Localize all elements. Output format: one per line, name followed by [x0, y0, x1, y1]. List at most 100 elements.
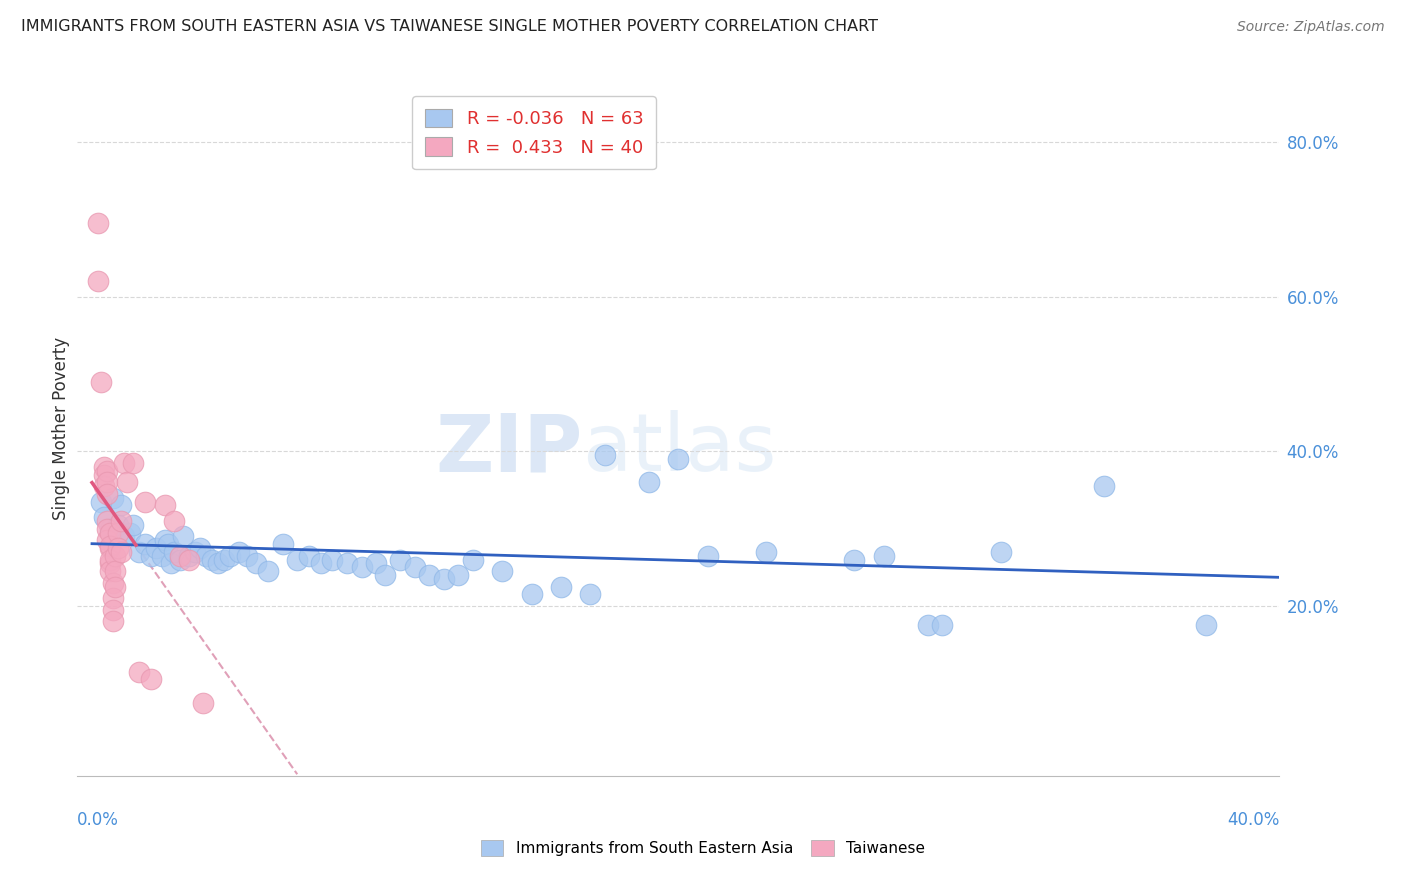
- Point: [134, 537, 156, 551]
- Point: [169, 549, 191, 563]
- Point: [163, 545, 186, 559]
- Point: [101, 591, 124, 606]
- Point: [447, 568, 470, 582]
- Point: [101, 575, 124, 590]
- Point: [112, 456, 135, 470]
- Point: [115, 475, 138, 490]
- Point: [285, 552, 308, 566]
- Point: [177, 552, 200, 566]
- Text: IMMIGRANTS FROM SOUTH EASTERN ASIA VS TAIWANESE SINGLE MOTHER POVERTY CORRELATIO: IMMIGRANTS FROM SOUTH EASTERN ASIA VS TA…: [21, 20, 879, 34]
- Point: [844, 552, 866, 566]
- Text: ZIP: ZIP: [434, 410, 582, 488]
- Point: [87, 274, 110, 288]
- Text: 0.0%: 0.0%: [77, 811, 120, 829]
- Point: [157, 537, 180, 551]
- Point: [98, 522, 121, 536]
- Point: [107, 525, 129, 540]
- Point: [96, 514, 118, 528]
- Point: [350, 560, 373, 574]
- Point: [101, 491, 124, 505]
- Point: [169, 552, 191, 566]
- Point: [183, 545, 205, 559]
- Point: [87, 216, 110, 230]
- Point: [336, 557, 359, 571]
- Point: [931, 618, 953, 632]
- Text: Source: ZipAtlas.com: Source: ZipAtlas.com: [1237, 21, 1385, 34]
- Point: [155, 533, 177, 548]
- Point: [139, 673, 162, 687]
- Point: [366, 557, 388, 571]
- Point: [122, 456, 145, 470]
- Point: [177, 549, 200, 563]
- Point: [218, 549, 240, 563]
- Point: [110, 545, 132, 559]
- Point: [696, 549, 718, 563]
- Point: [155, 499, 177, 513]
- Point: [418, 568, 440, 582]
- Point: [195, 549, 218, 563]
- Point: [321, 552, 343, 566]
- Legend: Immigrants from South Eastern Asia, Taiwanese: Immigrants from South Eastern Asia, Taiw…: [474, 834, 932, 862]
- Point: [271, 537, 294, 551]
- Point: [96, 533, 118, 548]
- Point: [245, 557, 267, 571]
- Point: [104, 580, 127, 594]
- Point: [668, 452, 690, 467]
- Point: [201, 552, 224, 566]
- Point: [755, 545, 778, 559]
- Point: [107, 517, 129, 532]
- Point: [90, 375, 112, 389]
- Point: [101, 615, 124, 629]
- Point: [374, 568, 396, 582]
- Point: [134, 494, 156, 508]
- Point: [96, 487, 118, 501]
- Point: [190, 541, 212, 555]
- Point: [917, 618, 939, 632]
- Point: [104, 549, 127, 563]
- Point: [96, 475, 118, 490]
- Point: [104, 564, 127, 578]
- Text: atlas: atlas: [582, 410, 776, 488]
- Point: [93, 479, 115, 493]
- Point: [309, 557, 332, 571]
- Point: [96, 522, 118, 536]
- Point: [128, 665, 150, 679]
- Point: [120, 525, 142, 540]
- Point: [872, 549, 894, 563]
- Point: [638, 475, 661, 490]
- Point: [98, 564, 121, 578]
- Point: [98, 539, 121, 553]
- Point: [990, 545, 1012, 559]
- Text: 40.0%: 40.0%: [1227, 811, 1279, 829]
- Point: [550, 580, 572, 594]
- Point: [110, 514, 132, 528]
- Point: [257, 564, 280, 578]
- Point: [93, 459, 115, 474]
- Point: [160, 557, 183, 571]
- Point: [520, 587, 543, 601]
- Point: [128, 545, 150, 559]
- Point: [110, 499, 132, 513]
- Point: [463, 552, 485, 566]
- Point: [145, 541, 167, 555]
- Point: [93, 467, 115, 482]
- Y-axis label: Single Mother Poverty: Single Mother Poverty: [52, 336, 70, 520]
- Point: [139, 549, 162, 563]
- Point: [579, 587, 602, 601]
- Point: [1092, 479, 1115, 493]
- Point: [593, 448, 616, 462]
- Point: [98, 557, 121, 571]
- Legend: R = -0.036   N = 63, R =  0.433   N = 40: R = -0.036 N = 63, R = 0.433 N = 40: [412, 96, 657, 169]
- Point: [98, 525, 121, 540]
- Point: [193, 696, 215, 710]
- Point: [107, 541, 129, 555]
- Point: [163, 514, 186, 528]
- Point: [404, 560, 426, 574]
- Point: [98, 552, 121, 566]
- Point: [491, 564, 513, 578]
- Point: [96, 464, 118, 478]
- Point: [122, 517, 145, 532]
- Point: [228, 545, 250, 559]
- Point: [236, 549, 259, 563]
- Point: [1195, 618, 1218, 632]
